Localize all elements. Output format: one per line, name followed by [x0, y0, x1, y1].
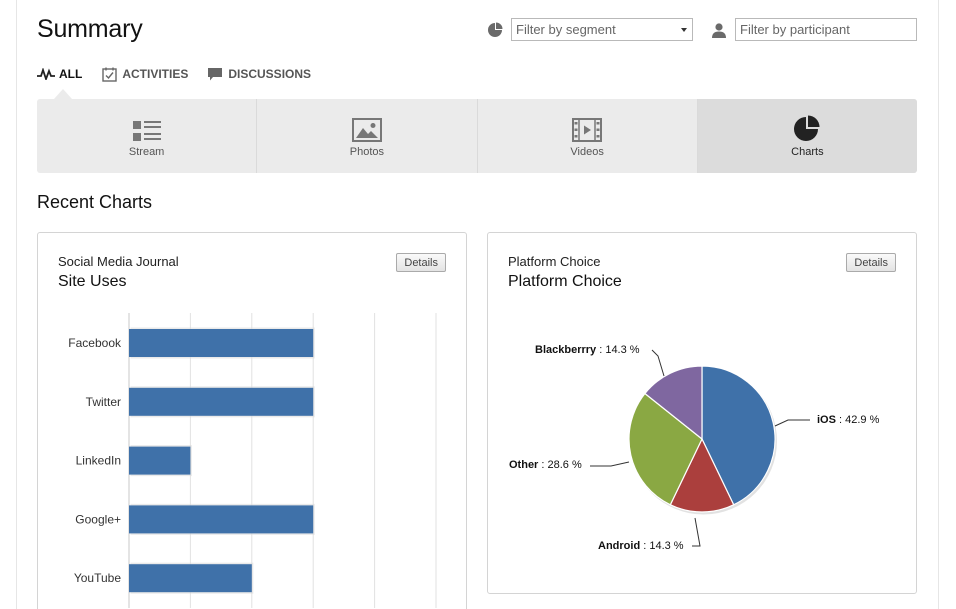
pie-label-name: Other [509, 459, 539, 471]
pie-slice-ios [701, 365, 776, 506]
bar-category-label: YouTube [74, 571, 121, 585]
bar-google [129, 505, 314, 534]
image-icon [351, 114, 382, 142]
activity-pulse-icon [37, 66, 55, 82]
segment-filter: Filter by segment [485, 18, 693, 41]
pie-chart: iOS : 42.9 % Android : 14.3 % Other : 28.6… [509, 344, 880, 552]
bar-category-label: LinkedIn [76, 454, 121, 468]
segment-filter-select[interactable]: Filter by segment [511, 18, 693, 41]
tab-label: Stream [128, 146, 165, 158]
media-tabs: Stream Photos V [37, 99, 917, 173]
participant-filter: Filter by participant [709, 18, 917, 41]
pie-label-value: : 14.3 % [640, 540, 684, 552]
page-title: Summary [37, 15, 143, 43]
subnav-item-label: DISCUSSIONS [228, 67, 312, 81]
tab-stream[interactable]: Stream [37, 99, 258, 173]
tab-label: Videos [570, 146, 604, 158]
subnav-item-all[interactable]: ALL [37, 66, 82, 82]
pie-label-name: Android [598, 540, 640, 552]
pie-slice-blackberrry [644, 365, 703, 441]
details-button[interactable]: Details [846, 253, 896, 272]
pie-label-ios: iOS : 42.9 % [817, 414, 880, 426]
participant-filter-placeholder: Filter by participant [740, 22, 850, 37]
subnav-item-activities[interactable]: ACTIVITIES [100, 66, 188, 82]
subnav-item-discussions[interactable]: DISCUSSIONS [206, 66, 311, 82]
pie-label-other: Other : 28.6 % [509, 459, 582, 471]
participant-filter-input[interactable]: Filter by participant [735, 18, 917, 41]
person-icon [709, 20, 729, 40]
frame-left-border [16, 0, 17, 609]
bar-category-label: Facebook [68, 336, 122, 350]
frame-right-border [938, 0, 939, 609]
bar-facebook [129, 329, 314, 357]
pie-slice-other [628, 392, 703, 506]
pie-label-value: : 28.6 % [538, 459, 582, 471]
pie-leader-line [774, 419, 810, 427]
bar-youtube [129, 564, 252, 593]
tab-charts[interactable]: Charts [697, 99, 917, 173]
tab-photos[interactable]: Photos [257, 99, 478, 173]
tab-label: Photos [349, 146, 384, 158]
chevron-down-icon [681, 28, 687, 32]
pie-label-blackberrry: Blackberrry : 14.3 % [535, 344, 640, 356]
bar-category-label: Twitter [86, 395, 121, 409]
list-icon [132, 114, 162, 142]
checkbox-calendar-icon [100, 66, 118, 82]
speech-bubble-icon [206, 66, 224, 82]
chart-card-site-uses: Social Media Journal Site Uses Details F… [37, 232, 467, 609]
card-subtitle: Social Media Journal [58, 254, 179, 269]
pie-chart-icon [485, 20, 505, 40]
pie-chart-icon [793, 114, 821, 142]
subnav-active-pointer [54, 89, 72, 99]
pie-slice-android [669, 437, 735, 513]
card-title: Site Uses [58, 273, 127, 290]
bar-chart: Facebook Twitter LinkedIn Google+ YouTube [68, 313, 437, 608]
details-button[interactable]: Details [396, 253, 446, 272]
film-icon [572, 114, 603, 142]
pie-label-android: Android : 14.3 % [598, 540, 684, 552]
segment-filter-placeholder: Filter by segment [516, 22, 616, 37]
tab-label: Charts [791, 146, 824, 158]
tab-videos[interactable]: Videos [478, 99, 698, 173]
subnav-item-label: ALL [59, 67, 83, 81]
card-title: Platform Choice [508, 273, 622, 290]
pie-leader-line [692, 517, 701, 547]
pie-label-name: Blackberrry [535, 344, 597, 356]
card-subtitle: Platform Choice [508, 254, 601, 269]
chart-card-platform-choice: Platform Choice Platform Choice Details … [487, 232, 917, 594]
subnav-item-label: ACTIVITIES [122, 67, 189, 81]
section-title: Recent Charts [37, 192, 153, 212]
pie-label-name: iOS [817, 414, 836, 426]
bar-twitter [129, 387, 314, 416]
pie-label-value: : 42.9 % [836, 414, 880, 426]
subnav: ALL ACTIVITIES DISCUSSIONS [37, 66, 329, 82]
pie-leader-line [590, 461, 630, 467]
pie-label-value: : 14.3 % [596, 344, 640, 356]
bar-category-label: Google+ [75, 512, 121, 526]
pie-leader-line [651, 349, 665, 377]
bar-linkedin [129, 446, 191, 475]
